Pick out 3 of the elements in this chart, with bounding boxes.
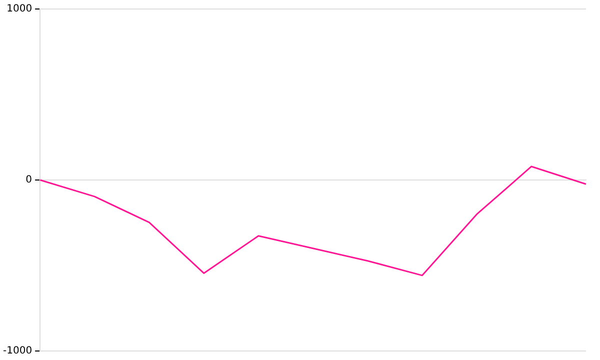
y-tick-label: 1000 — [6, 4, 32, 15]
y-tick-label: -1000 — [2, 346, 32, 357]
y-tick-label: 0 — [26, 174, 32, 186]
